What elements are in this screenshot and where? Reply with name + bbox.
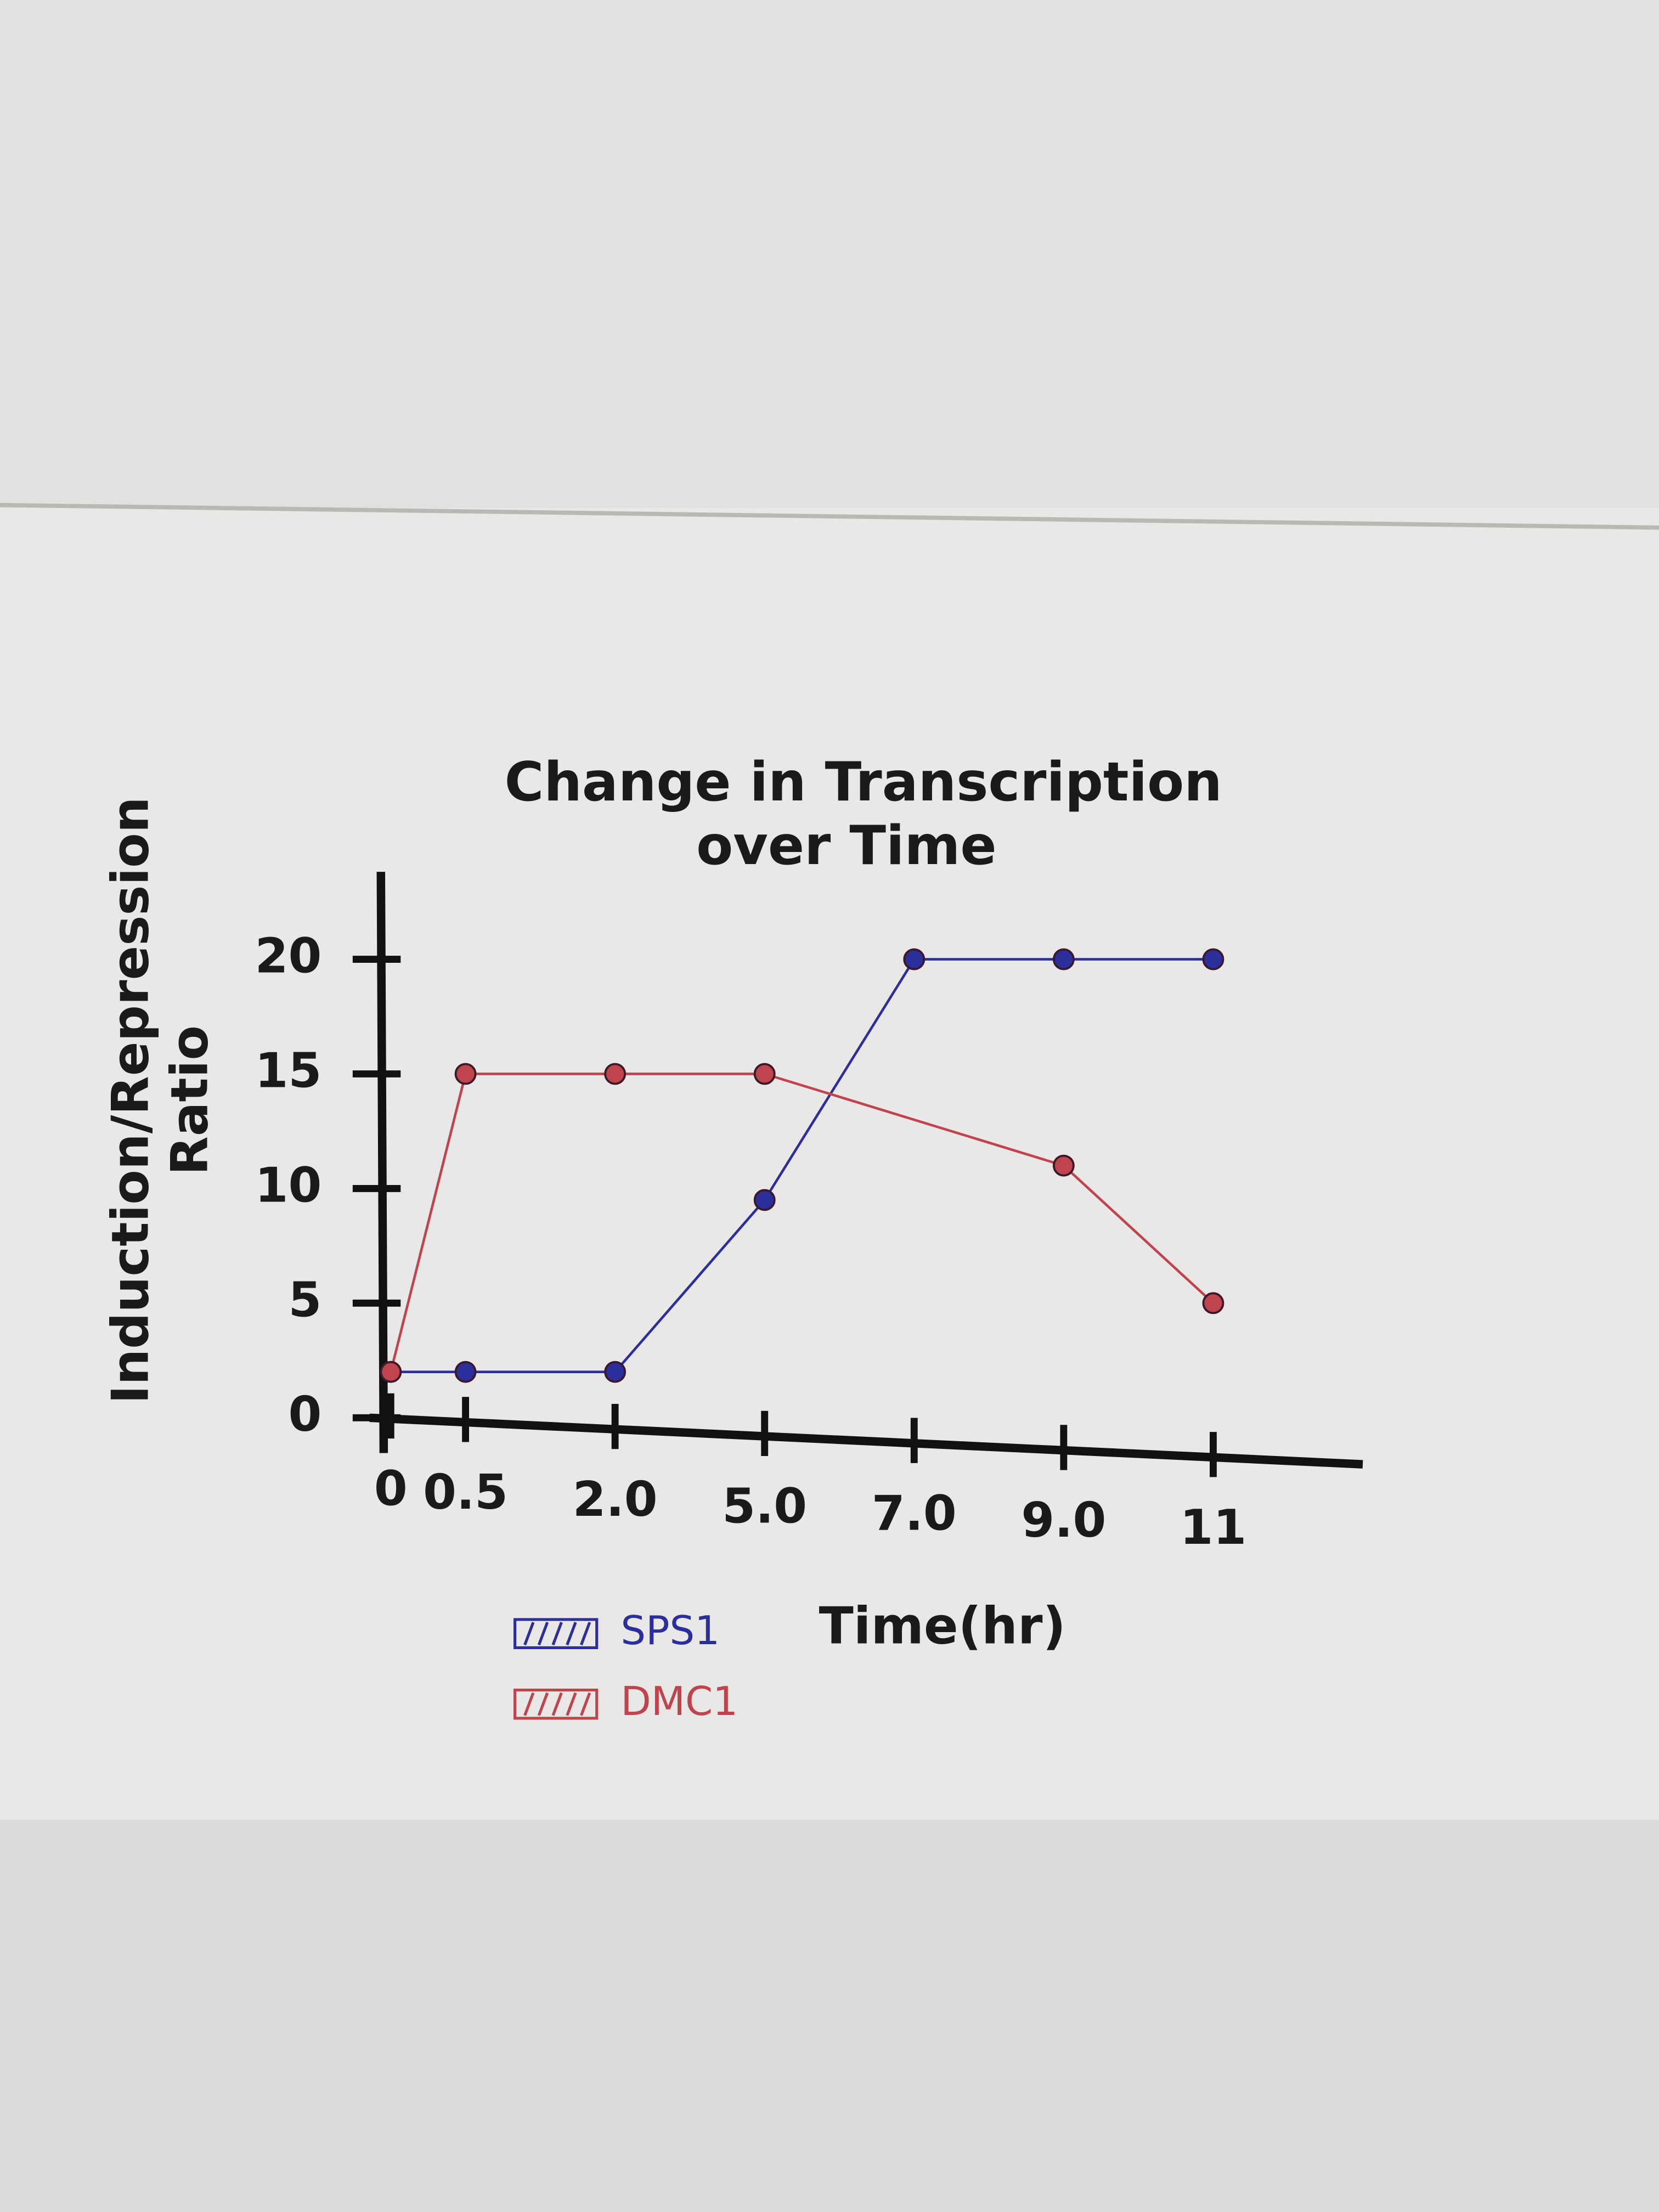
y-axis-label-line: Ratio [160,1025,219,1175]
y-tick-label: 0 [288,1386,321,1442]
data-point [454,1361,477,1383]
legend-hatch [551,1622,563,1646]
legend-hatch [580,1692,591,1716]
paper [0,507,1659,1820]
legend-hatch [537,1622,549,1646]
x-tick-label: 0.5 [423,1464,508,1520]
legend-label: SPS1 [620,1607,720,1654]
y-tick-label: 20 [255,928,322,984]
legend-hatch [551,1692,563,1716]
y-tick-label: 10 [255,1157,322,1213]
paper-bottom [0,1820,1659,2212]
x-axis [369,1413,1363,1469]
y-tick-label: 5 [288,1272,321,1328]
data-point [753,1189,776,1211]
x-tick-label: 0 [374,1461,408,1517]
legend-hatch [523,1692,535,1716]
data-point [604,1063,627,1085]
paper-top [0,0,1659,508]
legend-hatch [523,1622,535,1646]
data-point [1202,948,1224,970]
y-axis-label: Induction/Repression Ratio [101,797,219,1404]
series-line [390,1073,1214,1373]
data-point [753,1063,776,1085]
data-point [1052,1154,1075,1177]
legend-label: DMC1 [620,1678,738,1724]
x-tick-label: 11 [1180,1499,1247,1555]
chart-title: Change in Transcription [505,751,1222,814]
paper-fold [0,503,1659,530]
legend-hatch [566,1622,577,1646]
legend-entry: SPS1 [514,1607,720,1654]
legend-swatch [514,1618,599,1649]
legend-swatch [514,1689,599,1720]
x-tick-label: 7.0 [872,1485,957,1541]
x-tick-label: 5.0 [722,1479,807,1534]
data-point [454,1063,477,1085]
legend-hatch [566,1692,577,1716]
y-axis-label-line: Induction/Repression [101,797,160,1404]
y-tick-label: 15 [255,1042,322,1098]
data-point [903,948,926,970]
data-point [1202,1292,1224,1314]
legend-hatch [580,1622,591,1646]
data-point [380,1361,402,1383]
x-axis-label: Time(hr) [819,1596,1066,1655]
chart-title: over Time [696,815,996,877]
legend-hatch [537,1692,549,1716]
data-point [1052,948,1075,970]
y-axis [376,872,388,1453]
legend-entry: DMC1 [514,1678,738,1724]
data-point [604,1361,627,1383]
x-tick-label: 9.0 [1021,1492,1106,1548]
x-tick-label: 2.0 [573,1471,658,1527]
